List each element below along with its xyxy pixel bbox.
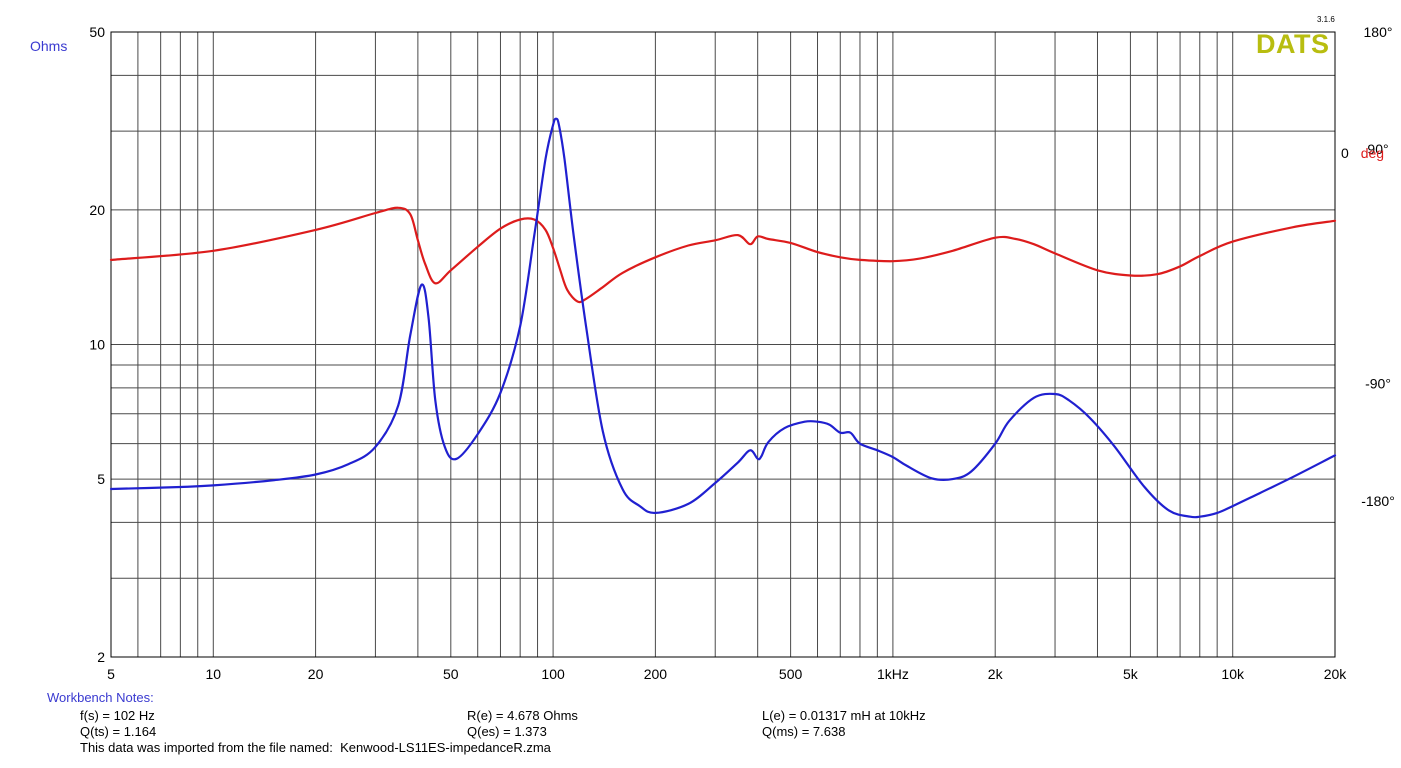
x-tick-label: 500	[779, 666, 803, 682]
note-import-line: This data was imported from the file nam…	[80, 740, 551, 755]
y-tick-label: 10	[89, 337, 105, 353]
note-qes: Q(es) = 1.373	[467, 724, 547, 739]
right-axis-label: 0 deg	[1341, 145, 1384, 161]
right-axis-ticks: 180° 90° -90° -180°	[1361, 24, 1395, 509]
right-tick-label: -90°	[1365, 376, 1391, 392]
x-tick-label: 2k	[988, 666, 1004, 682]
x-axis-ticks: 5 10 20 50 100 200 500 1kHz 2k 5k 10k 20k	[107, 666, 1347, 682]
x-tick-label: 1kHz	[877, 666, 909, 682]
right-tick-label: 180°	[1364, 24, 1393, 40]
grid-lines	[111, 32, 1335, 657]
note-le: L(e) = 0.01317 mH at 10kHz	[762, 708, 926, 723]
version-label: 3.1.6	[1317, 15, 1335, 24]
x-tick-label: 200	[644, 666, 668, 682]
phase-curve	[109, 206, 1337, 304]
x-tick-label: 10	[206, 666, 222, 682]
note-qts: Q(ts) = 1.164	[80, 724, 157, 739]
y-tick-label: 5	[97, 471, 105, 487]
brand-logo: DATS	[1256, 29, 1330, 59]
impedance-curve	[109, 117, 1337, 519]
x-tick-label: 5k	[1123, 666, 1139, 682]
right-tick-label: 90°	[1367, 141, 1388, 157]
x-tick-label: 20k	[1324, 666, 1348, 682]
right-axis-zero: 0	[1341, 145, 1349, 161]
plot-frame	[110, 31, 1336, 658]
note-import-label: This data was imported from the file nam…	[80, 740, 333, 755]
left-axis-ticks: 2 5 10 20 50	[89, 24, 105, 665]
x-tick-label: 5	[107, 666, 115, 682]
x-tick-label: 20	[308, 666, 324, 682]
note-filename: Kenwood-LS11ES-impedanceR.zma	[340, 740, 551, 755]
x-tick-label: 10k	[1221, 666, 1245, 682]
note-qms: Q(ms) = 7.638	[762, 724, 846, 739]
right-axis-unit: deg	[1361, 145, 1384, 161]
left-axis-label: Ohms	[30, 38, 67, 54]
note-fs: f(s) = 102 Hz	[80, 708, 155, 723]
right-tick-label: -180°	[1361, 493, 1395, 509]
y-tick-label: 2	[97, 649, 105, 665]
y-tick-label: 50	[89, 24, 105, 40]
x-tick-label: 50	[443, 666, 459, 682]
note-re: R(e) = 4.678 Ohms	[467, 708, 578, 723]
series-group	[109, 117, 1337, 519]
notes-title: Workbench Notes:	[47, 690, 154, 705]
y-tick-label: 20	[89, 202, 105, 218]
x-tick-label: 100	[541, 666, 565, 682]
